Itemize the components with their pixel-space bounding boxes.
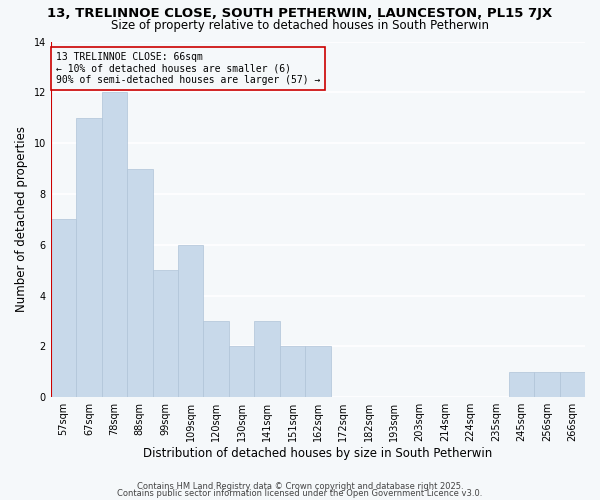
Text: 13 TRELINNOE CLOSE: 66sqm
← 10% of detached houses are smaller (6)
90% of semi-d: 13 TRELINNOE CLOSE: 66sqm ← 10% of detac…: [56, 52, 320, 86]
Bar: [203, 321, 229, 397]
Text: Contains HM Land Registry data © Crown copyright and database right 2025.: Contains HM Land Registry data © Crown c…: [137, 482, 463, 491]
X-axis label: Distribution of detached houses by size in South Petherwin: Distribution of detached houses by size …: [143, 447, 493, 460]
Text: Size of property relative to detached houses in South Petherwin: Size of property relative to detached ho…: [111, 18, 489, 32]
Bar: [101, 92, 127, 397]
Bar: [76, 118, 101, 397]
Bar: [178, 245, 203, 397]
Bar: [152, 270, 178, 397]
Bar: [280, 346, 305, 397]
Bar: [254, 321, 280, 397]
Bar: [509, 372, 534, 397]
Bar: [127, 168, 152, 397]
Bar: [305, 346, 331, 397]
Text: Contains public sector information licensed under the Open Government Licence v3: Contains public sector information licen…: [118, 488, 482, 498]
Bar: [229, 346, 254, 397]
Text: 13, TRELINNOE CLOSE, SOUTH PETHERWIN, LAUNCESTON, PL15 7JX: 13, TRELINNOE CLOSE, SOUTH PETHERWIN, LA…: [47, 8, 553, 20]
Bar: [560, 372, 585, 397]
Bar: [534, 372, 560, 397]
Y-axis label: Number of detached properties: Number of detached properties: [15, 126, 28, 312]
Bar: [51, 220, 76, 397]
